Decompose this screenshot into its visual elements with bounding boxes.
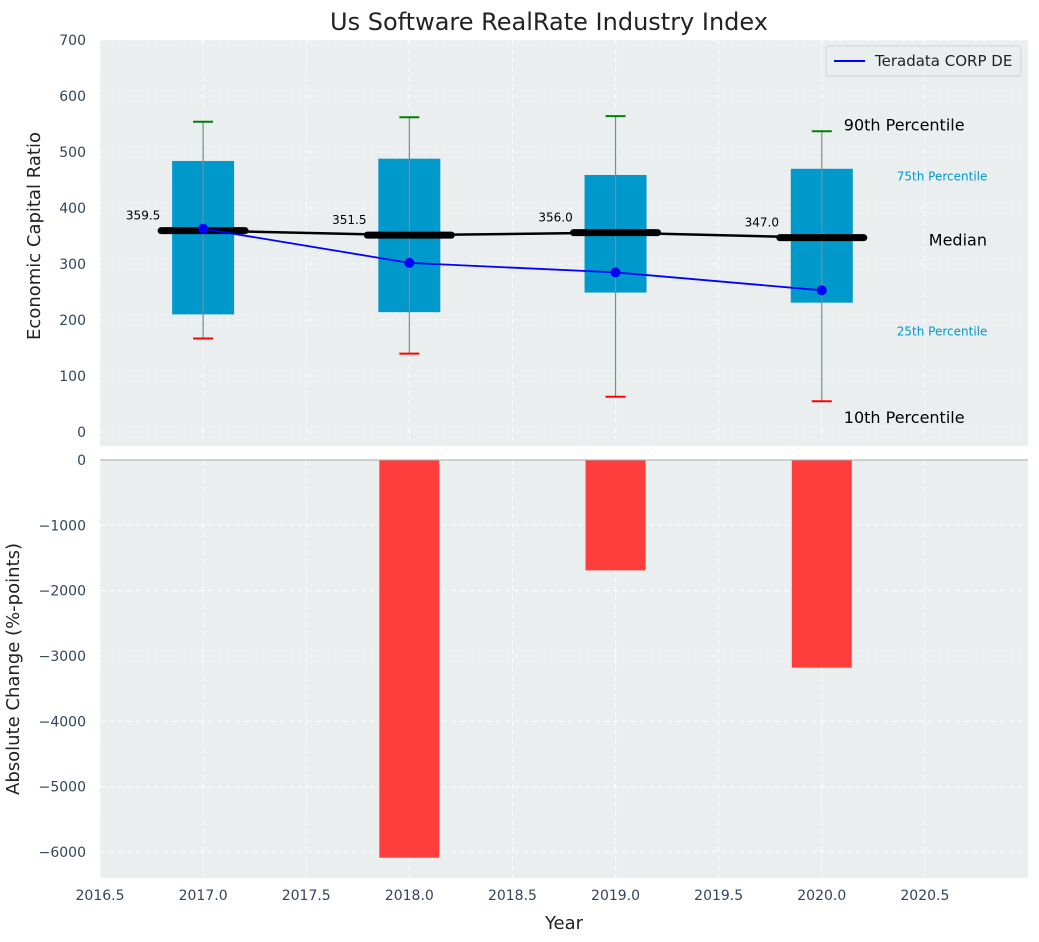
top-panel: 700 600 500 400 300 200 100 0 359.5 351.5 356.0 34… [24, 33, 1028, 446]
company-series [198, 223, 827, 296]
change-bar [585, 460, 646, 571]
median-value-label: 356.0 [538, 211, 572, 225]
series-point [610, 267, 621, 278]
x-axis-title: Year [544, 913, 584, 934]
top-y-tick-label: 600 [59, 89, 86, 105]
top-y-tick-label: 500 [59, 145, 86, 161]
change-bar [791, 460, 852, 668]
percentile-annotations: 90th Percentile 75th Percentile Median 25th… [844, 116, 988, 427]
x-tick-label: 2020.5 [900, 888, 949, 904]
x-tick-label: 2019.5 [694, 888, 743, 904]
median-value-label: 359.5 [126, 209, 160, 223]
bottom-y-tick-label: −2000 [39, 584, 86, 600]
annotation-label: 75th Percentile [897, 170, 988, 184]
bottom-y-tick-label: −1000 [39, 518, 86, 534]
series-point [404, 257, 415, 268]
annotation-label: 10th Percentile [844, 408, 965, 427]
bottom-y-tick-label: 0 [77, 453, 86, 469]
top-y-tick-label: 300 [59, 257, 86, 273]
bottom-y-tick-label: −3000 [39, 649, 86, 665]
bottom-y-tick-label: −6000 [39, 845, 86, 861]
median-line: 359.5 351.5 356.0 347.0 [126, 209, 868, 242]
x-tick-label: 2020.0 [797, 888, 846, 904]
x-tick-label: 2017.0 [179, 888, 228, 904]
top-grid [99, 39, 1028, 446]
annotation-label: Median [929, 230, 987, 249]
bottom-y-ticks: 0 −1000 −2000 −3000 −4000 −5000 −6000 [39, 453, 86, 861]
x-tick-label: 2016.5 [76, 888, 125, 904]
median-trend-line [203, 229, 822, 239]
top-plot-area [100, 40, 1028, 446]
annotation-label: 90th Percentile [844, 116, 965, 135]
annotation-label: 25th Percentile [897, 325, 988, 339]
series-point [198, 223, 209, 234]
top-y-tick-label: 100 [59, 369, 86, 385]
bottom-plot-area [100, 460, 1028, 878]
series-point [816, 285, 827, 296]
x-tick-label: 2019.0 [591, 888, 640, 904]
change-bars [379, 460, 852, 858]
median-value-label: 351.5 [332, 213, 366, 227]
x-tick-label: 2018.0 [385, 888, 434, 904]
change-bar [379, 460, 440, 858]
top-y-ticks: 700 600 500 400 300 200 100 0 [59, 33, 86, 441]
median-value-label: 347.0 [745, 216, 779, 230]
top-y-tick-label: 400 [59, 201, 86, 217]
top-y-axis-title: Economic Capital Ratio [24, 132, 45, 340]
bottom-y-axis-title: Absolute Change (%-points) [3, 543, 24, 795]
legend: Teradata CORP DE [825, 45, 1022, 77]
bottom-y-tick-label: −5000 [39, 780, 86, 796]
legend-box [825, 45, 1022, 77]
top-y-tick-label: 700 [59, 33, 86, 49]
x-tick-label: 2017.5 [282, 888, 331, 904]
series-line [202, 227, 822, 292]
top-y-tick-label: 0 [77, 425, 86, 441]
legend-label: Teradata CORP DE [874, 52, 1012, 70]
bottom-panel: 0−1000−2000−3000−4000−5000−6000 2016.5 20… [3, 453, 1028, 934]
bottom-y-tick-label: −4000 [39, 714, 86, 730]
x-tick-label: 2018.5 [488, 888, 537, 904]
chart-title: Us Software RealRate Industry Index [330, 8, 768, 36]
top-y-tick-label: 200 [59, 313, 86, 329]
x-ticks: 2016.5 2017.0 2017.5 2018.0 2018.5 2019.0 2019… [76, 888, 950, 904]
